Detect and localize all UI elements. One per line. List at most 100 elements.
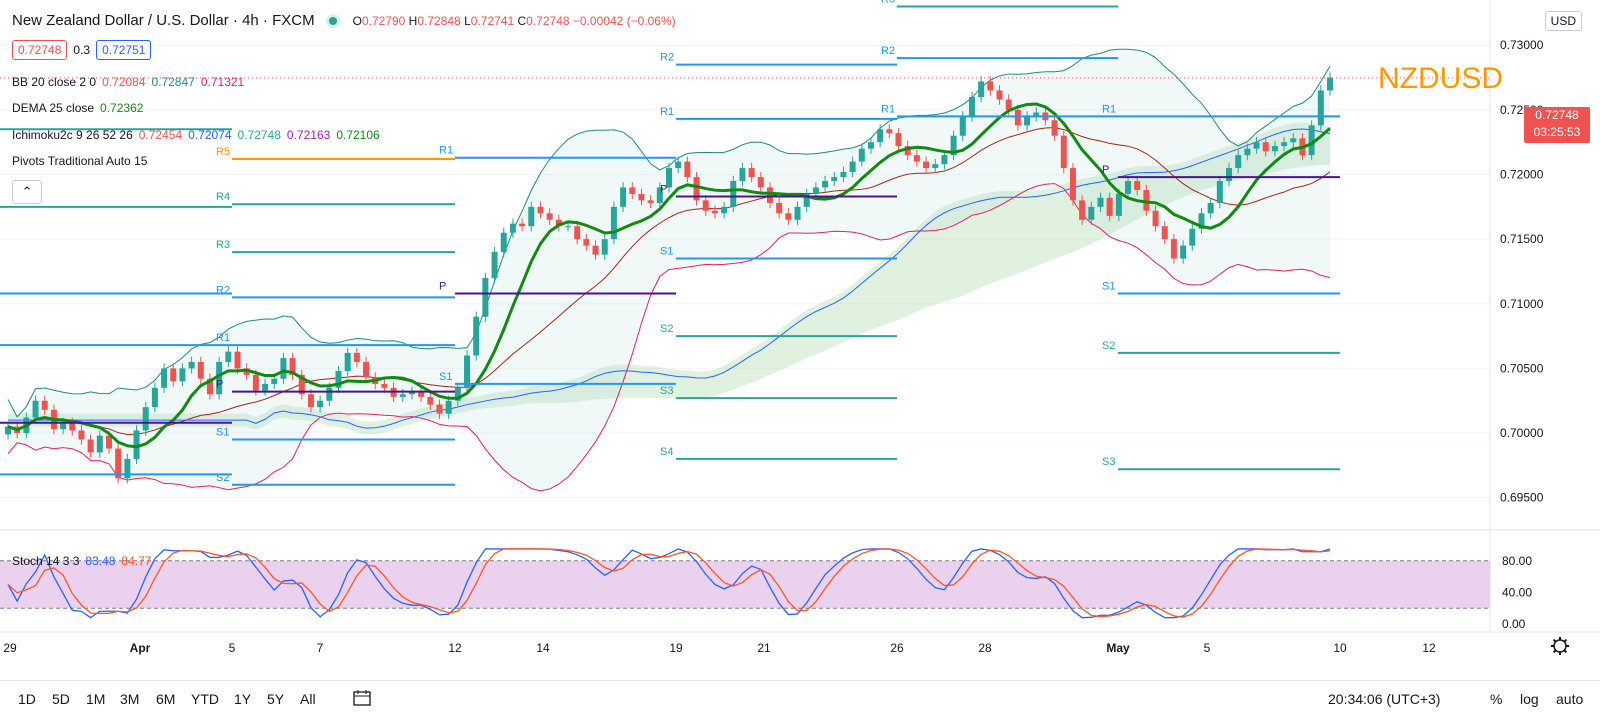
pivot-label-p: P	[439, 280, 446, 292]
candle-body	[1005, 99, 1012, 110]
candle-body	[794, 206, 801, 220]
candle-body	[317, 400, 324, 408]
candle-body	[96, 435, 103, 453]
clock-readout[interactable]: 20:34:06 (UTC+3)	[1328, 691, 1441, 707]
stoch-d-line	[7, 548, 1331, 618]
log-scale-toggle[interactable]: log	[1520, 691, 1539, 707]
timeframe-all-button[interactable]: All	[300, 691, 316, 707]
candle-body	[601, 239, 608, 255]
candles	[5, 72, 1333, 484]
candle-body	[1317, 90, 1324, 126]
legend-dema[interactable]: DEMA 25 close 0.72362	[12, 101, 144, 115]
ask-price-button[interactable]: 0.72751	[96, 40, 152, 60]
market-status-dot	[328, 16, 337, 25]
candle-body	[234, 351, 241, 369]
legend-ichimoku[interactable]: Ichimoku2c 9 26 52 26 0.72454 0.72074 0.…	[12, 128, 380, 142]
candle-body	[1069, 168, 1076, 201]
stoch-tick-label: 40.00	[1502, 585, 1532, 599]
symbol-title[interactable]: New Zealand Dollar / U.S. Dollar · 4h · …	[12, 12, 315, 29]
y-tick-label: 0.73000	[1500, 38, 1544, 52]
x-tick-label: 26	[890, 641, 904, 655]
candle-body	[923, 161, 930, 169]
candle-body	[1152, 210, 1159, 227]
candle-body	[858, 148, 865, 162]
last-price-tag: 0.72748 03:25:53	[1524, 107, 1590, 143]
x-tick-label: 14	[536, 641, 550, 655]
candle-body	[555, 219, 562, 227]
timeframe-1y-button[interactable]: 1Y	[234, 691, 252, 707]
y-tick-label: 0.70000	[1500, 426, 1544, 440]
candle-body	[528, 206, 535, 227]
legend-pivots[interactable]: Pivots Traditional Auto 15	[12, 154, 148, 168]
candle-body	[895, 133, 902, 147]
candle-body	[473, 316, 480, 356]
auto-scale-toggle[interactable]: auto	[1556, 691, 1584, 707]
candle-body	[978, 81, 985, 97]
pivot-label-r2: R2	[881, 45, 895, 57]
candle-body	[206, 378, 213, 395]
candle-body	[133, 430, 140, 459]
pivot-label-s2: S2	[660, 323, 673, 335]
pivot-label-r1: R1	[881, 103, 895, 115]
calendar-range-icon[interactable]	[352, 688, 374, 708]
candle-body	[702, 200, 709, 211]
timeframe-5d-button[interactable]: 5D	[52, 691, 70, 707]
x-tick-label: 7	[317, 641, 324, 655]
legend-bb[interactable]: BB 20 close 2 0 0.72084 0.72847 0.71321	[12, 75, 245, 89]
bottom-toolbar: 1D 5D 1M 3M 6M YTD 1Y 5Y All 20:34:06 (UTC+3) % …	[0, 680, 1600, 717]
candle-body	[243, 368, 250, 375]
spread-value: 0.3	[73, 43, 91, 57]
timeframe-1m-button[interactable]: 1M	[86, 691, 106, 707]
x-tick-label: 28	[978, 641, 992, 655]
percent-scale-toggle[interactable]: %	[1490, 691, 1503, 707]
candle-body	[1253, 142, 1260, 149]
timeframe-ytd-button[interactable]: YTD	[191, 691, 219, 707]
candle-body	[693, 177, 700, 201]
stoch-band	[0, 560, 1490, 609]
candle-body	[500, 232, 507, 253]
timeframe-3m-button[interactable]: 3M	[120, 691, 140, 707]
candle-body	[1051, 120, 1058, 136]
candle-body	[592, 245, 599, 255]
y-tick-label: 0.70500	[1500, 361, 1544, 375]
candle-body	[1024, 116, 1031, 126]
pivot-label-r5: R5	[216, 146, 230, 158]
x-tick-label: 21	[757, 641, 771, 655]
candle-body	[289, 358, 296, 375]
candle-body	[1088, 206, 1095, 220]
candle-body	[216, 361, 223, 395]
price-chart[interactable]: 0.730000.725000.720000.715000.710000.705…	[0, 0, 1600, 680]
candle-body	[610, 206, 617, 240]
chevron-up-icon[interactable]: ⌃	[12, 180, 42, 204]
x-tick-label: 5	[1204, 641, 1211, 655]
timeframe-5y-button[interactable]: 5Y	[267, 691, 285, 707]
candle-body	[87, 439, 94, 453]
legend-stoch[interactable]: Stoch 14 3 3 83.48 84.77	[12, 554, 152, 568]
candle-body	[776, 202, 783, 214]
candle-body	[142, 407, 149, 431]
candle-body	[464, 355, 471, 388]
candle-body	[1125, 180, 1132, 194]
candle-body	[877, 129, 884, 143]
pivot-label-s2: S2	[1102, 340, 1115, 352]
candle-body	[620, 187, 627, 207]
candle-body	[730, 180, 737, 207]
candle-body	[537, 206, 544, 214]
candle-body	[69, 422, 76, 431]
bid-price-button[interactable]: 0.72748	[12, 40, 68, 60]
timeframe-6m-button[interactable]: 6M	[156, 691, 176, 707]
pivot-label-p: P	[1102, 164, 1109, 176]
candle-body	[151, 387, 158, 408]
currency-badge[interactable]: USD	[1544, 11, 1582, 31]
pivot-label-s1: S1	[439, 371, 452, 383]
candle-body	[1143, 190, 1150, 211]
stoch-k-line	[7, 548, 1331, 619]
candle-body	[1235, 155, 1242, 169]
candle-body	[748, 168, 755, 178]
gear-icon[interactable]	[1551, 637, 1569, 655]
candle-body	[886, 129, 893, 134]
timeframe-1d-button[interactable]: 1D	[18, 691, 36, 707]
candle-body	[32, 400, 39, 418]
pivot-label-s1: S1	[660, 246, 673, 258]
stoch-tick-label: 80.00	[1502, 554, 1532, 568]
